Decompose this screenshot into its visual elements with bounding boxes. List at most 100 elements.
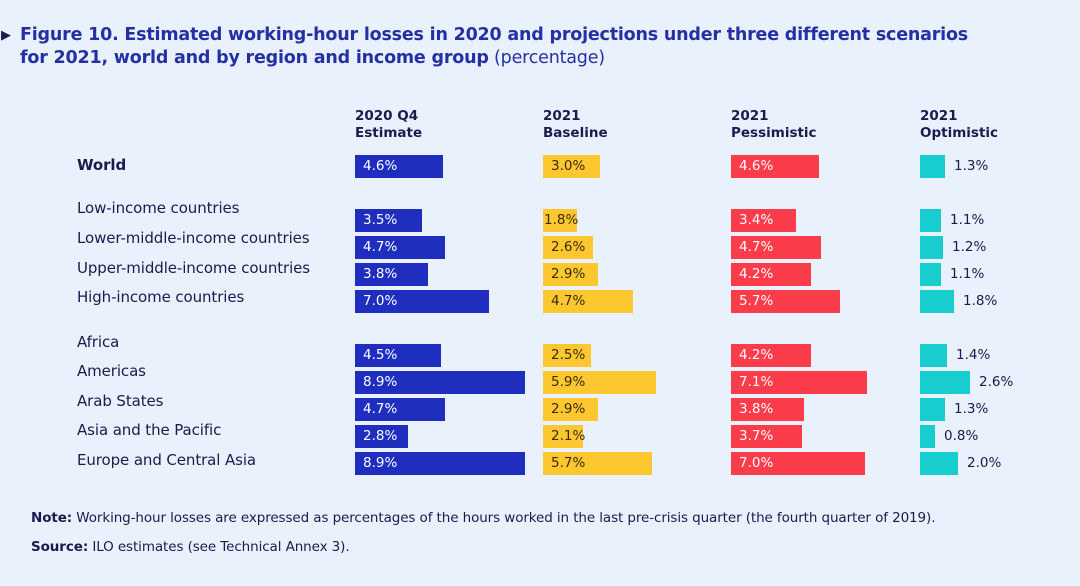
source-text: ILO estimates (see Technical Annex 3).	[88, 539, 350, 555]
data-label-2021-pessimistic-europe-and-central-asia: 7.0%	[739, 455, 774, 471]
row-label-africa: Africa	[77, 333, 120, 351]
bar-2021-optimistic-low-income-countries	[920, 209, 941, 232]
bar-2021-pessimistic-europe-and-central-asia	[731, 452, 865, 475]
data-label-2021-pessimistic-arab-states: 3.8%	[739, 401, 774, 417]
figure-title: ▶ Figure 10. Estimated working-hour loss…	[1, 24, 1060, 70]
bar-2020-q4-estimate-low-income-countries	[355, 209, 422, 232]
bar-2021-optimistic-americas	[920, 371, 970, 394]
data-label-2021-baseline-europe-and-central-asia: 5.7%	[551, 455, 586, 471]
bar-2021-pessimistic-lower-middle-income-countries	[731, 236, 821, 259]
data-label-2020-q4-estimate-americas: 8.9%	[363, 374, 398, 390]
column-header-2020-q4-estimate: 2020 Q4 Estimate	[355, 108, 423, 141]
data-label-2021-optimistic-world: 1.3%	[954, 158, 989, 174]
data-label-2021-baseline-high-income-countries: 4.7%	[551, 293, 586, 309]
bar-2021-baseline-africa	[543, 344, 591, 367]
row-label-lower-middle-income-countries: Lower-middle-income countries	[77, 229, 310, 247]
bar-2021-pessimistic-upper-middle-income-countries	[731, 263, 811, 286]
triangle-marker-icon: ▶	[1, 28, 11, 43]
data-label-2020-q4-estimate-low-income-countries: 3.5%	[363, 212, 398, 228]
note-text: Working-hour losses are expressed as per…	[72, 510, 936, 526]
bar-2021-pessimistic-americas	[731, 371, 867, 394]
data-label-2021-optimistic-high-income-countries: 1.8%	[963, 293, 998, 309]
data-label-2021-baseline-asia-and-the-pacific: 2.1%	[551, 428, 586, 444]
bar-2021-optimistic-lower-middle-income-countries	[920, 236, 943, 259]
data-label-2021-optimistic-lower-middle-income-countries: 1.2%	[952, 239, 987, 255]
row-label-asia-and-the-pacific: Asia and the Pacific	[77, 421, 222, 439]
data-label-2021-optimistic-arab-states: 1.3%	[954, 401, 989, 417]
bar-2021-optimistic-asia-and-the-pacific	[920, 425, 935, 448]
data-label-2020-q4-estimate-lower-middle-income-countries: 4.7%	[363, 239, 398, 255]
row-label-low-income-countries: Low-income countries	[77, 199, 240, 217]
bar-2021-pessimistic-low-income-countries	[731, 209, 796, 232]
bar-2021-pessimistic-africa	[731, 344, 811, 367]
data-label-2021-baseline-africa: 2.5%	[551, 347, 586, 363]
data-label-2021-baseline-americas: 5.9%	[551, 374, 586, 390]
bar-2021-baseline-americas	[543, 371, 656, 394]
bar-2021-baseline-world	[543, 155, 600, 178]
row-label-world: World	[77, 156, 127, 174]
bar-2020-q4-estimate-lower-middle-income-countries	[355, 236, 445, 259]
bar-2020-q4-estimate-upper-middle-income-countries	[355, 263, 428, 286]
row-label-high-income-countries: High-income countries	[77, 288, 245, 306]
bar-2021-pessimistic-world	[731, 155, 819, 178]
bar-2021-optimistic-high-income-countries	[920, 290, 954, 313]
column-header-2021-pessimistic: 2021 Pessimistic	[731, 108, 817, 141]
data-label-2020-q4-estimate-europe-and-central-asia: 8.9%	[363, 455, 398, 471]
bar-2020-q4-estimate-europe-and-central-asia	[355, 452, 525, 475]
data-label-2021-pessimistic-africa: 4.2%	[739, 347, 774, 363]
bar-2020-q4-estimate-africa	[355, 344, 441, 367]
source-label: Source:	[31, 539, 89, 555]
bar-2021-pessimistic-arab-states	[731, 398, 804, 421]
data-label-2021-baseline-upper-middle-income-countries: 2.9%	[551, 266, 586, 282]
bar-2021-baseline-upper-middle-income-countries	[543, 263, 598, 286]
bar-2020-q4-estimate-world	[355, 155, 443, 178]
column-header-2021-baseline: 2021 Baseline	[543, 108, 608, 141]
row-label-europe-and-central-asia: Europe and Central Asia	[77, 451, 257, 469]
data-label-2021-pessimistic-world: 4.6%	[739, 158, 774, 174]
row-label-upper-middle-income-countries: Upper-middle-income countries	[77, 259, 311, 277]
bar-2021-optimistic-europe-and-central-asia	[920, 452, 958, 475]
bar-2020-q4-estimate-asia-and-the-pacific	[355, 425, 408, 448]
bar-2021-optimistic-arab-states	[920, 398, 945, 421]
title-line-2-bold: for 2021, world and by region and income…	[20, 48, 489, 68]
bar-2021-optimistic-upper-middle-income-countries	[920, 263, 941, 286]
data-label-2021-baseline-arab-states: 2.9%	[551, 401, 586, 417]
data-label-2021-optimistic-upper-middle-income-countries: 1.1%	[950, 266, 985, 282]
bar-2021-baseline-high-income-countries	[543, 290, 633, 313]
data-label-2020-q4-estimate-asia-and-the-pacific: 2.8%	[363, 428, 398, 444]
data-label-2021-pessimistic-americas: 7.1%	[739, 374, 774, 390]
bar-2020-q4-estimate-high-income-countries	[355, 290, 489, 313]
bar-2021-baseline-lower-middle-income-countries	[543, 236, 593, 259]
data-label-2021-optimistic-africa: 1.4%	[956, 347, 991, 363]
data-label-2021-optimistic-low-income-countries: 1.1%	[950, 212, 985, 228]
note-label: Note:	[31, 510, 73, 526]
data-label-2021-pessimistic-asia-and-the-pacific: 3.7%	[739, 428, 774, 444]
bar-2021-optimistic-africa	[920, 344, 947, 367]
bar-2020-q4-estimate-americas	[355, 371, 525, 394]
row-label-americas: Americas	[77, 362, 146, 380]
title-unit: (percentage)	[488, 48, 605, 68]
bar-2020-q4-estimate-arab-states	[355, 398, 445, 421]
data-label-2020-q4-estimate-africa: 4.5%	[363, 347, 398, 363]
row-label-arab-states: Arab States	[77, 392, 164, 410]
bar-2021-pessimistic-asia-and-the-pacific	[731, 425, 802, 448]
data-label-2021-baseline-lower-middle-income-countries: 2.6%	[551, 239, 586, 255]
bar-2021-baseline-low-income-countries	[543, 209, 577, 232]
data-label-2021-baseline-low-income-countries: 1.8%	[544, 212, 579, 228]
data-label-2021-pessimistic-low-income-countries: 3.4%	[739, 212, 774, 228]
title-line-2: for 2021, world and by region and income…	[20, 47, 1060, 70]
bar-2021-baseline-europe-and-central-asia	[543, 452, 652, 475]
note: Note: Working-hour losses are expressed …	[31, 510, 936, 526]
data-label-2020-q4-estimate-upper-middle-income-countries: 3.8%	[363, 266, 398, 282]
data-label-2021-optimistic-europe-and-central-asia: 2.0%	[967, 455, 1002, 471]
bar-2021-baseline-asia-and-the-pacific	[543, 425, 583, 448]
data-label-2021-pessimistic-lower-middle-income-countries: 4.7%	[739, 239, 774, 255]
data-label-2020-q4-estimate-arab-states: 4.7%	[363, 401, 398, 417]
data-label-2020-q4-estimate-world: 4.6%	[363, 158, 398, 174]
source: Source: ILO estimates (see Technical Ann…	[31, 539, 350, 555]
data-label-2021-pessimistic-high-income-countries: 5.7%	[739, 293, 774, 309]
title-line-1: Figure 10. Estimated working-hour losses…	[20, 25, 969, 45]
bar-2021-baseline-arab-states	[543, 398, 598, 421]
data-label-2021-optimistic-asia-and-the-pacific: 0.8%	[944, 428, 979, 444]
bar-2021-optimistic-world	[920, 155, 945, 178]
